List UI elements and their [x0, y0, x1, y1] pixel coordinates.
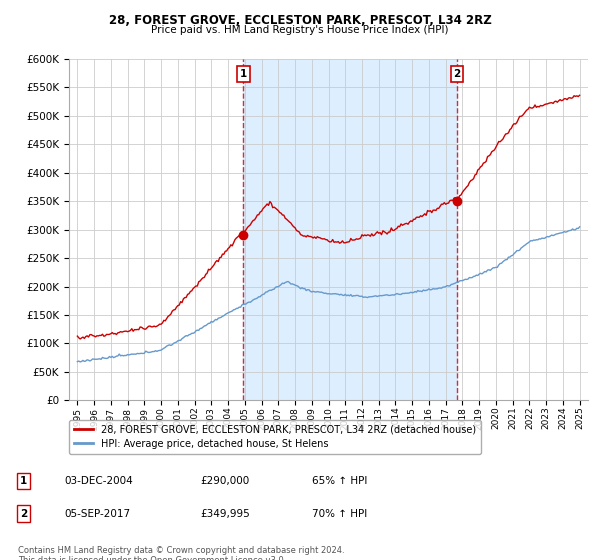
Text: Price paid vs. HM Land Registry's House Price Index (HPI): Price paid vs. HM Land Registry's House … [151, 25, 449, 35]
Text: 03-DEC-2004: 03-DEC-2004 [65, 476, 134, 486]
Text: 28, FOREST GROVE, ECCLESTON PARK, PRESCOT, L34 2RZ: 28, FOREST GROVE, ECCLESTON PARK, PRESCO… [109, 14, 491, 27]
Text: 1: 1 [20, 476, 27, 486]
Text: 2: 2 [20, 508, 27, 519]
Text: 05-SEP-2017: 05-SEP-2017 [65, 508, 131, 519]
Text: £349,995: £349,995 [200, 508, 250, 519]
Text: 65% ↑ HPI: 65% ↑ HPI [312, 476, 367, 486]
Text: 2: 2 [453, 69, 461, 79]
Text: 1: 1 [240, 69, 247, 79]
Legend: 28, FOREST GROVE, ECCLESTON PARK, PRESCOT, L34 2RZ (detached house), HPI: Averag: 28, FOREST GROVE, ECCLESTON PARK, PRESCO… [68, 420, 481, 454]
Text: 70% ↑ HPI: 70% ↑ HPI [312, 508, 367, 519]
Text: Contains HM Land Registry data © Crown copyright and database right 2024.
This d: Contains HM Land Registry data © Crown c… [18, 546, 344, 560]
Bar [244, 59, 457, 400]
Text: £290,000: £290,000 [200, 476, 249, 486]
